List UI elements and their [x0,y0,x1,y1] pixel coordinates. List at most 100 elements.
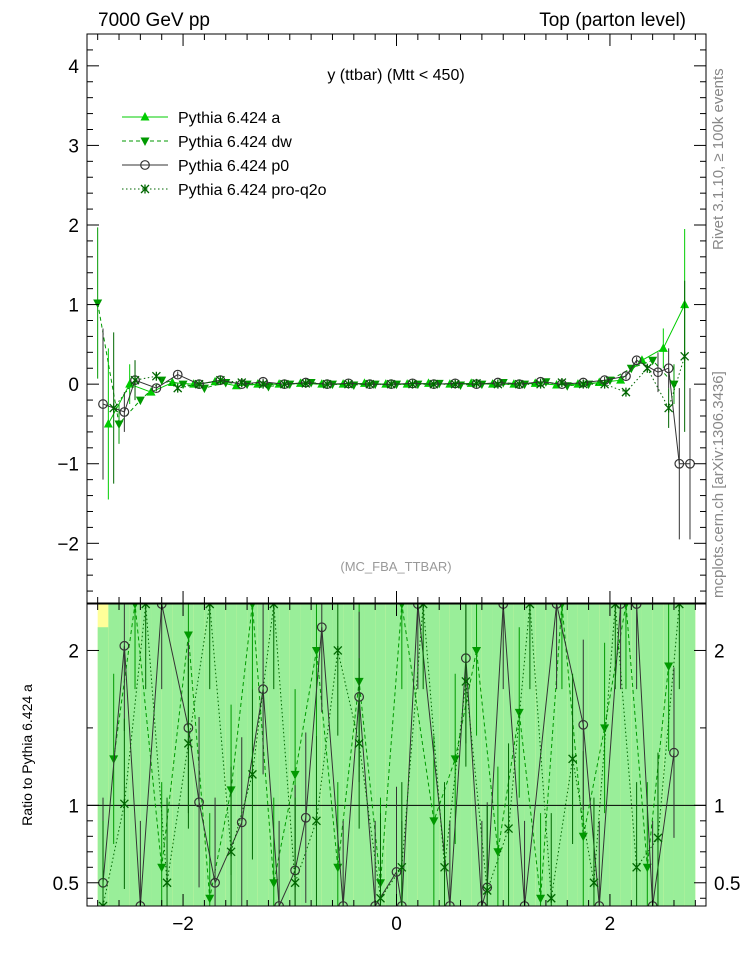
data-point [125,379,135,388]
ratio-point [493,848,503,857]
data-point [215,375,225,385]
data-point [237,378,247,388]
ratio-point [594,901,605,906]
uncertainty-band-green [375,604,386,906]
ratio-point [589,878,599,888]
uncertainty-band-green [492,604,504,906]
ratio-point [98,901,108,906]
data-point [680,351,690,361]
data-point [413,380,423,390]
uncertainty-band-green [268,604,280,906]
uncertainty-band-green [417,604,429,906]
legend-marker [140,137,150,146]
uncertainty-band-green [279,604,290,906]
series-a [103,228,690,500]
data-point [621,371,631,382]
ratio-point [482,886,492,896]
data-point [301,378,311,388]
ratio-point [119,640,130,651]
ratio-point [354,738,364,748]
ratio-point [269,604,279,609]
chart-title: y (ttbar) (Mtt < 450) [327,67,464,84]
legend-entry-label: Pythia 6.424 dw [178,134,292,151]
data-point [381,379,391,388]
ratio-point [338,901,349,906]
data-point [135,396,145,406]
data-point [621,387,631,397]
ratio-y-tick-label: 1 [68,796,79,817]
main-y-tick-label: 0 [68,375,79,396]
data-point [648,356,658,366]
uncertainty-band-green [161,604,173,906]
ratio-point [397,862,407,872]
data-point [514,379,524,389]
ratio-point [194,797,204,808]
ratio-y-tick-label-right: 1 [714,796,725,817]
uncertainty-band-green [631,604,642,906]
data-point [658,343,668,352]
ratio-line-p0 [102,604,675,906]
series-pro-q2o [109,280,690,484]
data-point [674,458,685,469]
ratio-point [132,604,138,609]
ratio-point [546,893,556,903]
ratio-point [205,604,215,609]
ratio-point [399,604,405,609]
data-point [189,379,199,388]
series-p0 [98,328,695,540]
ratio-point [444,901,455,906]
legend-entry-label: Pythia 6.424 pro-q2o [178,182,327,199]
series-line-p0 [102,359,690,465]
uncertainty-band-green [396,604,408,906]
data-point [493,379,503,389]
data-point [653,367,663,378]
uncertainty-band-green [545,604,557,906]
data-point [130,375,140,385]
legend-entry-label: Pythia 6.424 p0 [178,158,289,175]
data-point [616,375,626,384]
data-point [520,380,530,390]
uncertainty-band-green [439,604,450,906]
uncertainty-band-green [140,604,152,906]
uncertainty-band-green [215,604,226,906]
ratio-y-tick-label: 2 [68,641,79,662]
ratio-point [504,824,514,834]
data-point [429,379,439,389]
ratio-point [600,724,610,733]
mcplots-label: mcplots.cern.ch [arXiv:1306.3436] [710,371,727,598]
ratio-point [472,646,482,656]
ratio-point [290,878,300,888]
main-y-tick-label: −1 [57,455,79,476]
ratio-point [247,769,257,779]
ratio-point [311,646,321,656]
ratio-point [119,799,129,809]
ratio-point [525,604,535,609]
data-point [664,403,674,413]
data-point [103,418,113,428]
uncertainty-band-green [151,604,162,906]
data-point [472,378,482,388]
uncertainty-band-green [97,627,109,906]
series-dw [93,227,679,444]
ratio-point [376,893,385,903]
data-point [98,399,108,409]
legend-marker [140,184,150,194]
uncertainty-band-green [343,604,354,906]
ratio-point [674,604,684,609]
ratio-point [578,832,588,842]
data-point [392,380,401,390]
rivet-version-label: Rivet 3.1.10, ≥ 100k events [710,68,727,250]
data-point [173,383,183,393]
data-point [669,380,679,390]
uncertainty-band-green [609,604,621,906]
uncertainty-band-green [641,604,653,906]
data-point [536,379,546,389]
ratio-line-pro-q2o [102,604,680,906]
ratio-point [269,879,279,888]
data-point [146,387,156,396]
ratio-point [461,676,471,686]
ratio-point [258,684,268,695]
x-tick-label: −2 [172,914,194,935]
legend: Pythia 6.424 a Pythia 6.424 dw Pythia 6.42… [122,110,327,199]
